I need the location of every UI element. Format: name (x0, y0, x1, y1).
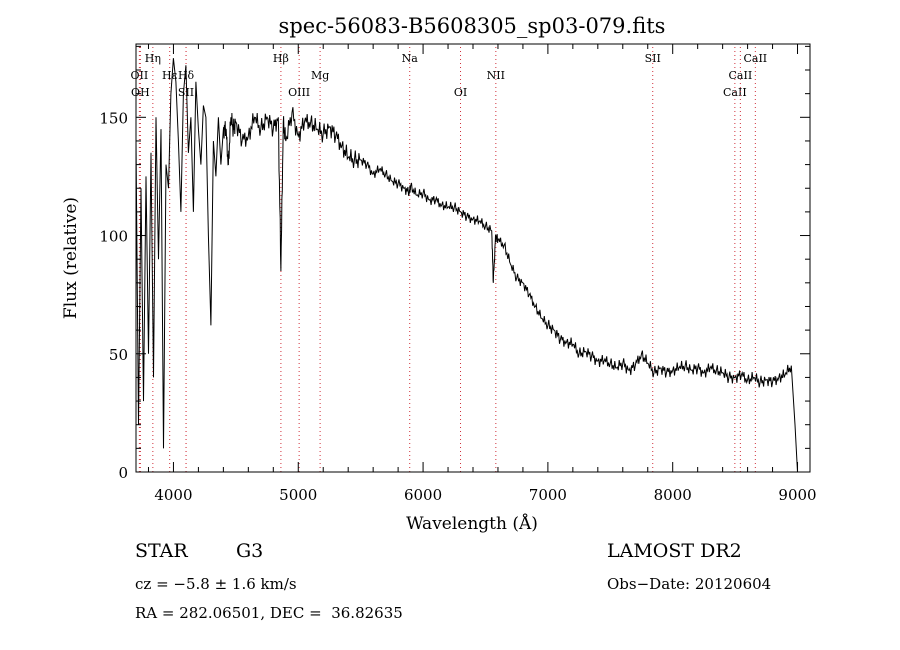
line-marker-label: Hη (145, 52, 161, 65)
line-marker-label: SII (178, 86, 194, 99)
y-tick-label: 150 (99, 109, 128, 127)
line-marker-label: OH (131, 86, 150, 99)
x-tick-label: 9000 (778, 486, 816, 504)
redshift-velocity: cz = −5.8 ± 1.6 km/s (135, 575, 297, 593)
coordinates: RA = 282.06501, DEC = 36.82635 (135, 604, 403, 622)
spectrum-line (135, 58, 798, 473)
line-marker-label: NII (487, 69, 505, 82)
line-marker-label: Na (402, 52, 419, 65)
observation-date: Obs−Date: 20120604 (607, 575, 772, 593)
x-tick-label: 8000 (654, 486, 692, 504)
line-marker-label: Mg (311, 69, 329, 82)
x-tick-label: 6000 (404, 486, 442, 504)
spectral-subclass: G3 (236, 540, 264, 562)
y-tick-label: 50 (109, 346, 128, 364)
x-tick-label: 5000 (279, 486, 317, 504)
line-marker-label: CaII (743, 52, 767, 65)
chart-title: spec-56083-B5608305_sp03-079.fits (279, 14, 666, 38)
x-tick-label: 4000 (154, 486, 192, 504)
line-marker-label: OI (454, 86, 467, 99)
line-marker-label: SII (645, 52, 661, 65)
line-marker-label: OII (131, 69, 149, 82)
line-marker-label: OIII (288, 86, 310, 99)
axis-tick-labels: 4000 5000 6000 7000 8000 9000 0 50 100 150 (99, 109, 816, 504)
line-marker-label: Hβ (273, 52, 289, 65)
x-axis-label: Wavelength (Å) (406, 513, 538, 534)
axis-ticks (136, 44, 810, 473)
x-tick-label: 7000 (529, 486, 567, 504)
y-tick-label: 100 (99, 228, 128, 246)
line-marker-label: Hε (162, 69, 178, 82)
line-marker-label: CaII (729, 69, 753, 82)
plot-frame (135, 43, 811, 473)
object-type: STAR (135, 540, 188, 562)
line-marker-label: CaII (723, 86, 747, 99)
survey-name: LAMOST DR2 (607, 540, 742, 562)
y-tick-label: 0 (118, 464, 128, 482)
y-axis-label: Flux (relative) (61, 197, 81, 319)
